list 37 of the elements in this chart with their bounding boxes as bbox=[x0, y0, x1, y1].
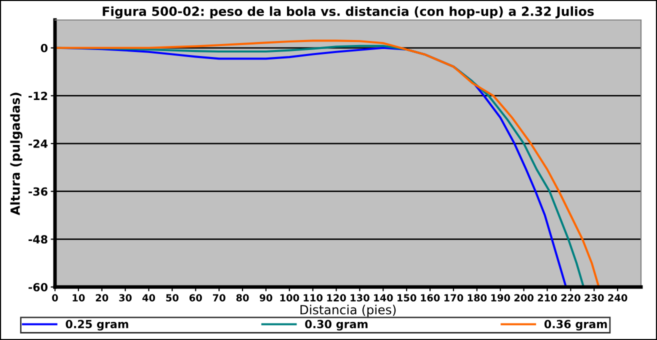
x-tick-label: 110 bbox=[304, 294, 323, 302]
x-tick-label: 240 bbox=[608, 294, 628, 302]
x-tick-label: 30 bbox=[119, 294, 132, 302]
y-tick-label: -60 bbox=[28, 282, 48, 292]
y-axis-title: Altura (pulgadas) bbox=[10, 92, 22, 216]
x-tick-label: 20 bbox=[96, 294, 108, 302]
legend-label: 0.25 gram bbox=[66, 320, 128, 331]
y-tick-label: -48 bbox=[28, 235, 48, 244]
x-tick-label: 40 bbox=[142, 294, 156, 302]
x-tick-label: 180 bbox=[468, 294, 487, 302]
x-tick-label: 10 bbox=[72, 294, 85, 302]
x-tick-label: 60 bbox=[189, 294, 202, 302]
x-tick-label: 80 bbox=[236, 294, 249, 302]
y-tick-label: -36 bbox=[28, 187, 48, 196]
x-tick-label: 130 bbox=[350, 294, 370, 302]
x-tick-label: 210 bbox=[538, 294, 557, 302]
y-tick-label: -24 bbox=[28, 140, 48, 148]
x-tick-label: 50 bbox=[166, 294, 178, 302]
x-tick-label: 200 bbox=[514, 294, 534, 302]
x-tick-label: 90 bbox=[260, 294, 272, 302]
x-tick-label: 150 bbox=[398, 294, 416, 302]
chart-title: Figura 500-02: peso de la bola vs. distancia (con hop-up) a 2.32 Julios bbox=[102, 6, 594, 19]
x-tick-label: 220 bbox=[561, 294, 580, 302]
x-tick-label: 140 bbox=[374, 294, 393, 302]
legend-label: 0.30 gram bbox=[305, 320, 368, 331]
x-tick-label: 230 bbox=[584, 294, 604, 302]
x-tick-label: 100 bbox=[280, 294, 300, 302]
x-axis-title: Distancia (pies) bbox=[300, 304, 396, 317]
legend-label: 0.36 gram bbox=[544, 320, 607, 331]
x-tick-label: 70 bbox=[212, 294, 226, 302]
x-tick-label: 190 bbox=[491, 294, 510, 302]
y-tick-label: -12 bbox=[28, 92, 48, 100]
y-tick-label: 0 bbox=[40, 44, 48, 52]
x-tick-label: 120 bbox=[327, 294, 346, 302]
x-tick-label: 0 bbox=[52, 294, 58, 302]
x-tick-label: 170 bbox=[444, 294, 464, 302]
x-tick-label: 160 bbox=[420, 294, 440, 302]
